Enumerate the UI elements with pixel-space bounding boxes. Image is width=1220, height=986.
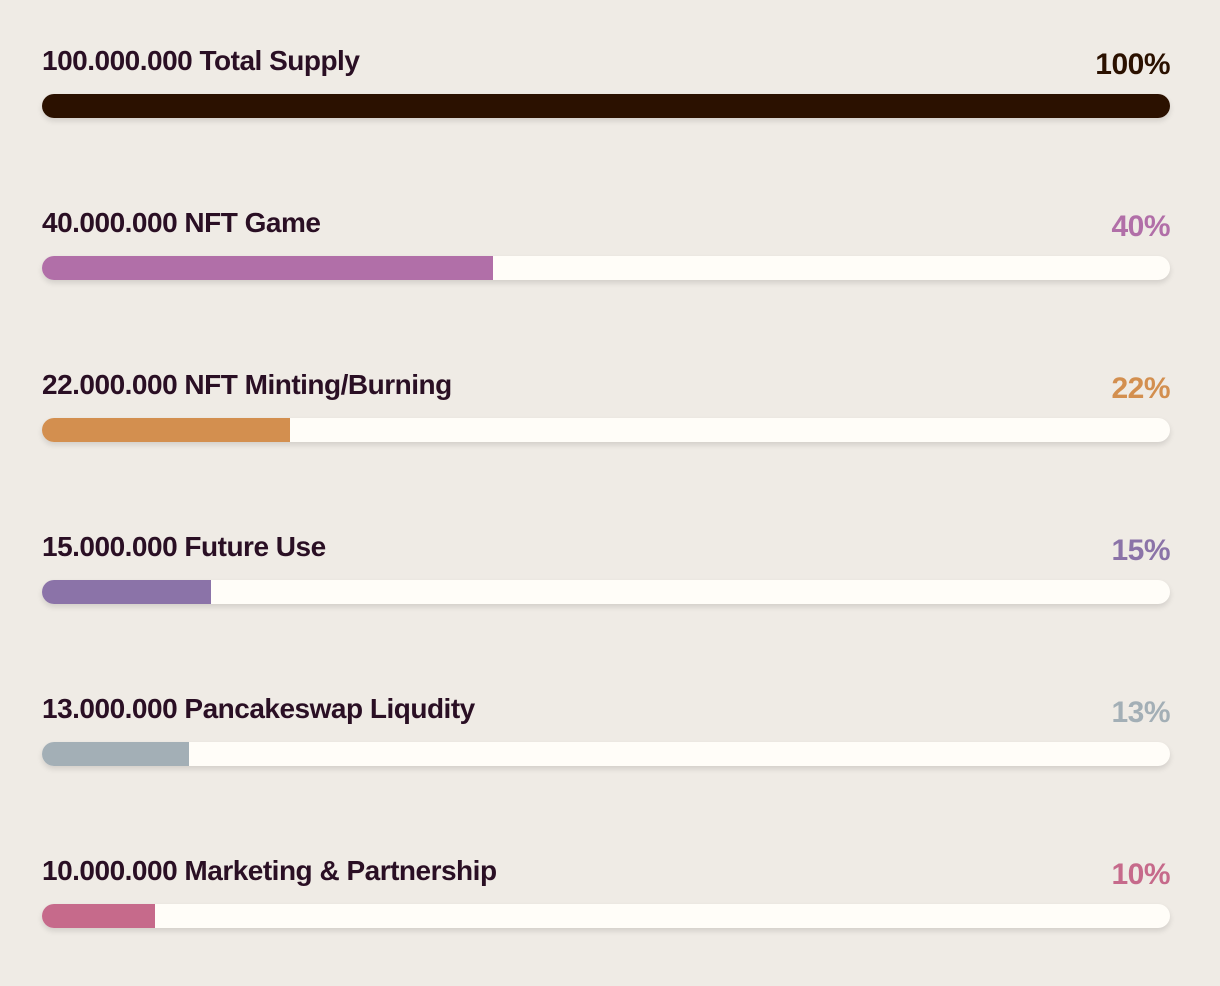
bar-row: 10.000.000 Marketing & Partnership 10% — [42, 854, 1170, 944]
bar — [42, 742, 189, 766]
value-label: 13% — [1111, 696, 1170, 729]
bar-label: 22.000.000 NFT Minting/Burning — [42, 369, 452, 400]
bar-row: 22.000.000 NFT Minting/Burning 22% — [42, 368, 1170, 458]
bar-track — [42, 904, 1170, 928]
bar — [42, 580, 212, 604]
bar-label: 100.000.000 Total Supply — [42, 45, 360, 76]
bar-row: 15.000.000 Future Use 15% — [42, 530, 1170, 620]
value-label: 10% — [1111, 858, 1170, 891]
bar-label: 10.000.000 Marketing & Partnership — [42, 855, 497, 886]
bar-row: 40.000.000 NFT Game 40% — [42, 206, 1170, 296]
bar — [42, 256, 494, 280]
bar-label: 15.000.000 Future Use — [42, 531, 326, 562]
value-label: 100% — [1095, 48, 1170, 81]
bar-row: 13.000.000 Pancakeswap Liqudity 13% — [42, 692, 1170, 782]
bar-track — [42, 742, 1170, 766]
value-label: 40% — [1111, 210, 1170, 243]
value-label: 15% — [1111, 534, 1170, 567]
bar-label: 13.000.000 Pancakeswap Liqudity — [42, 693, 475, 724]
value-label: 22% — [1111, 372, 1170, 405]
bar-track — [42, 418, 1170, 442]
bar — [42, 94, 1170, 118]
bar-label: 40.000.000 NFT Game — [42, 207, 321, 238]
bar-track — [42, 256, 1170, 280]
bar-track — [42, 580, 1170, 604]
bar-row: 100.000.000 Total Supply 100% — [42, 44, 1170, 134]
bar — [42, 904, 155, 928]
bar — [42, 418, 291, 442]
bar-track — [42, 94, 1170, 118]
